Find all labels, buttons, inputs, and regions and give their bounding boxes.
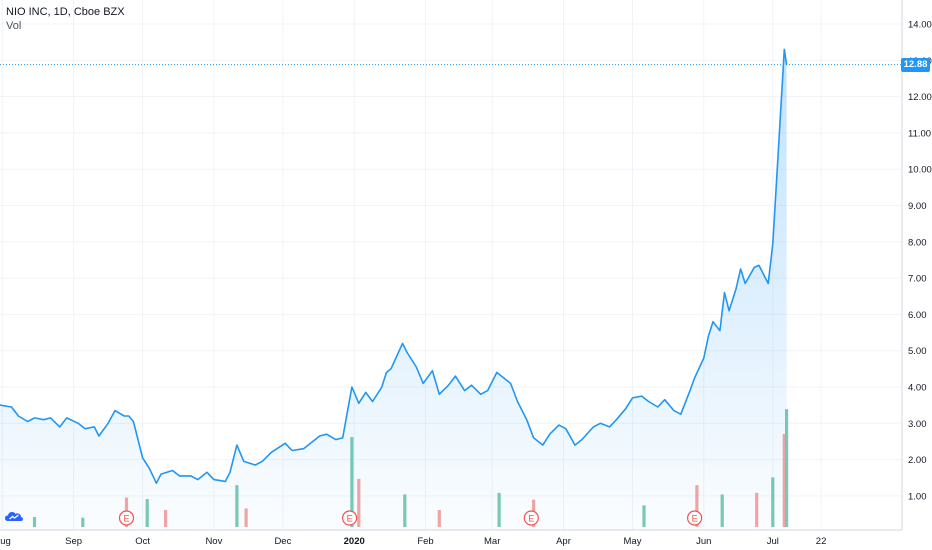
time-tick-label: 2020 <box>344 536 365 547</box>
price-tick-label: 9.00 <box>908 201 927 212</box>
price-line <box>0 48 788 484</box>
price-series-line[interactable] <box>0 48 788 484</box>
time-tick-label: 22 <box>816 536 827 547</box>
price-tick-label: 8.00 <box>908 237 927 248</box>
price-area-fill <box>0 49 787 531</box>
price-tick-label: 5.00 <box>908 346 927 357</box>
price-tick-label: 12.00 <box>908 92 932 103</box>
earnings-marker-icon[interactable]: E <box>523 510 539 526</box>
svg-text:E: E <box>692 514 698 524</box>
volume-legend-label[interactable]: Vol <box>6 20 22 32</box>
earnings-marker-icon[interactable]: E <box>686 510 703 526</box>
price-tick-label: 2.00 <box>908 455 927 466</box>
time-tick-label: May <box>624 536 642 547</box>
price-tick-label: 1.00 <box>908 491 927 502</box>
earnings-marker-icon[interactable]: E <box>342 510 358 526</box>
price-tick-label: 3.00 <box>908 419 927 430</box>
time-tick-label: Sep <box>65 536 82 547</box>
price-area <box>0 49 787 531</box>
last-price-tag: 12.88 <box>901 57 930 72</box>
time-tick-label: Oct <box>135 536 150 547</box>
svg-text:E: E <box>528 514 534 524</box>
time-tick-label: Feb <box>417 536 433 547</box>
price-tick-label: 14.00 <box>908 20 932 31</box>
chart-legend: NIO INC, 1D, Cboe BZX Vol <box>6 5 125 33</box>
price-tick-label: 10.00 <box>908 165 932 176</box>
time-tick-label: Dec <box>274 536 291 547</box>
time-axis[interactable]: Aug Sep Oct Nov Dec 2020 Feb Mar Apr May Jun Jul 22 <box>0 536 826 547</box>
svg-text:E: E <box>347 514 353 524</box>
tradingview-cloud-icon[interactable] <box>4 506 24 526</box>
price-tick-label: 6.00 <box>908 310 927 321</box>
price-tick-label: 4.00 <box>908 383 927 394</box>
time-tick-label: Mar <box>484 536 500 547</box>
time-tick-label: Jun <box>696 536 711 547</box>
price-axis[interactable]: 1.00 2.00 3.00 4.00 5.00 6.00 7.00 8.00 9.00 10.0… <box>908 20 932 503</box>
price-tick-label: 7.00 <box>908 274 927 285</box>
time-tick-label: Apr <box>556 536 571 547</box>
time-tick-label: Aug <box>0 536 11 547</box>
time-tick-label: Nov <box>205 536 222 547</box>
time-tick-label: Jul <box>767 536 779 547</box>
svg-text:E: E <box>123 514 129 524</box>
price-tick-label: 11.00 <box>908 128 931 139</box>
earnings-marker-icon[interactable]: E <box>118 510 135 526</box>
symbol-title[interactable]: NIO INC, 1D, Cboe BZX <box>6 6 125 18</box>
